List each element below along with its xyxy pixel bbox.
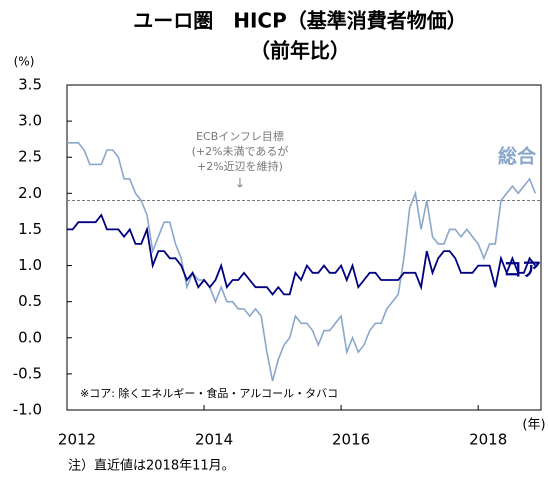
target-label: +2%近辺を維持): [197, 159, 283, 173]
series-label: 総合: [498, 145, 537, 168]
y-tick-label: -0.5: [13, 364, 42, 382]
y-tick-label: 3.5: [18, 76, 42, 94]
series-label: コア: [503, 259, 541, 281]
y-tick-label: -1.0: [13, 401, 42, 419]
y-axis-label: (%): [14, 55, 35, 69]
series-line: [67, 142, 537, 382]
y-tick-label: 2.5: [18, 148, 42, 166]
target-label: (+2%未満であるが: [192, 144, 289, 158]
chart-title: ユーロ圏 HICP（基準消費者物価）: [133, 9, 467, 33]
y-tick-label: 2.0: [18, 184, 42, 202]
y-tick-label: 1.5: [18, 220, 42, 238]
target-arrow: ↓: [235, 177, 246, 192]
y-tick-label: 1.0: [18, 256, 42, 274]
x-tick-label: 2012: [58, 431, 96, 449]
y-tick-label: 3.0: [18, 112, 42, 130]
note: 注）直近値は2018年11月。: [68, 458, 235, 474]
x-tick-label: 2014: [195, 431, 233, 449]
series-line: [67, 213, 537, 296]
x-tick-label: 2016: [332, 431, 370, 449]
plot-frame: [66, 84, 542, 411]
x-tick-label: 2018: [469, 431, 507, 449]
footnote: ※コア: 除くエネルギー・食品・アルコール・タバコ: [80, 386, 338, 400]
y-tick-label: 0.0: [18, 328, 42, 346]
target-label: ECBインフレ目標: [196, 129, 284, 143]
chart-subtitle: （前年比）: [250, 39, 350, 63]
x-axis-label: (年): [522, 418, 545, 433]
y-tick-label: 0.5: [18, 292, 42, 310]
